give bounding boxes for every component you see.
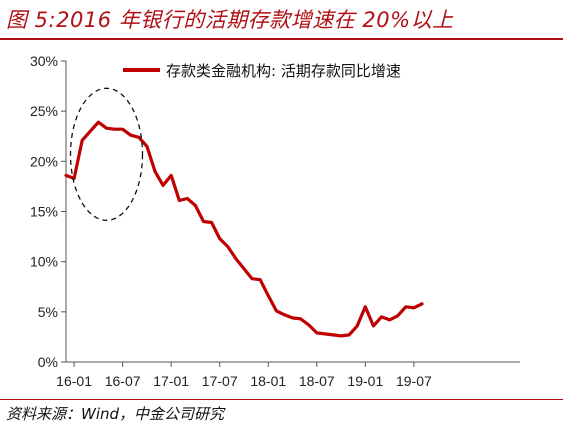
x-tick-label: 18-01 <box>250 373 286 389</box>
figure-source: 资料来源：Wind，中金公司研究 <box>6 405 225 423</box>
y-tick-label: 10% <box>30 254 58 270</box>
x-axis: 16-01 16-07 17-01 17-07 18-01 18-07 19-01 19-07 <box>56 362 432 389</box>
title-rule <box>0 38 563 40</box>
x-tick-label: 17-01 <box>153 373 189 389</box>
x-tick-label: 18-07 <box>299 373 335 389</box>
x-tick-label: 17-07 <box>202 373 238 389</box>
y-tick-label: 0% <box>38 354 58 370</box>
y-tick-label: 25% <box>30 103 58 119</box>
peak-annotation-ellipse <box>69 87 144 221</box>
x-tick-label: 16-07 <box>105 373 141 389</box>
x-tick-label: 19-01 <box>347 373 383 389</box>
y-axis: 0% 5% 10% 15% 20% 25% 30% <box>30 53 66 370</box>
source-rule <box>0 399 563 400</box>
x-tick-label: 19-07 <box>396 373 432 389</box>
y-tick-label: 5% <box>38 304 58 320</box>
legend: 存款类金融机构: 活期存款同比增速 <box>123 62 401 80</box>
legend-label: 存款类金融机构: 活期存款同比增速 <box>166 62 401 80</box>
series-line <box>64 120 424 338</box>
x-tick-label: 16-01 <box>56 373 92 389</box>
y-tick-label: 30% <box>30 53 58 69</box>
y-tick-label: 20% <box>30 153 58 169</box>
y-tick-label: 15% <box>30 204 58 220</box>
figure-title: 图 5:2016 年银行的活期存款增速在 20%以上 <box>6 8 454 32</box>
